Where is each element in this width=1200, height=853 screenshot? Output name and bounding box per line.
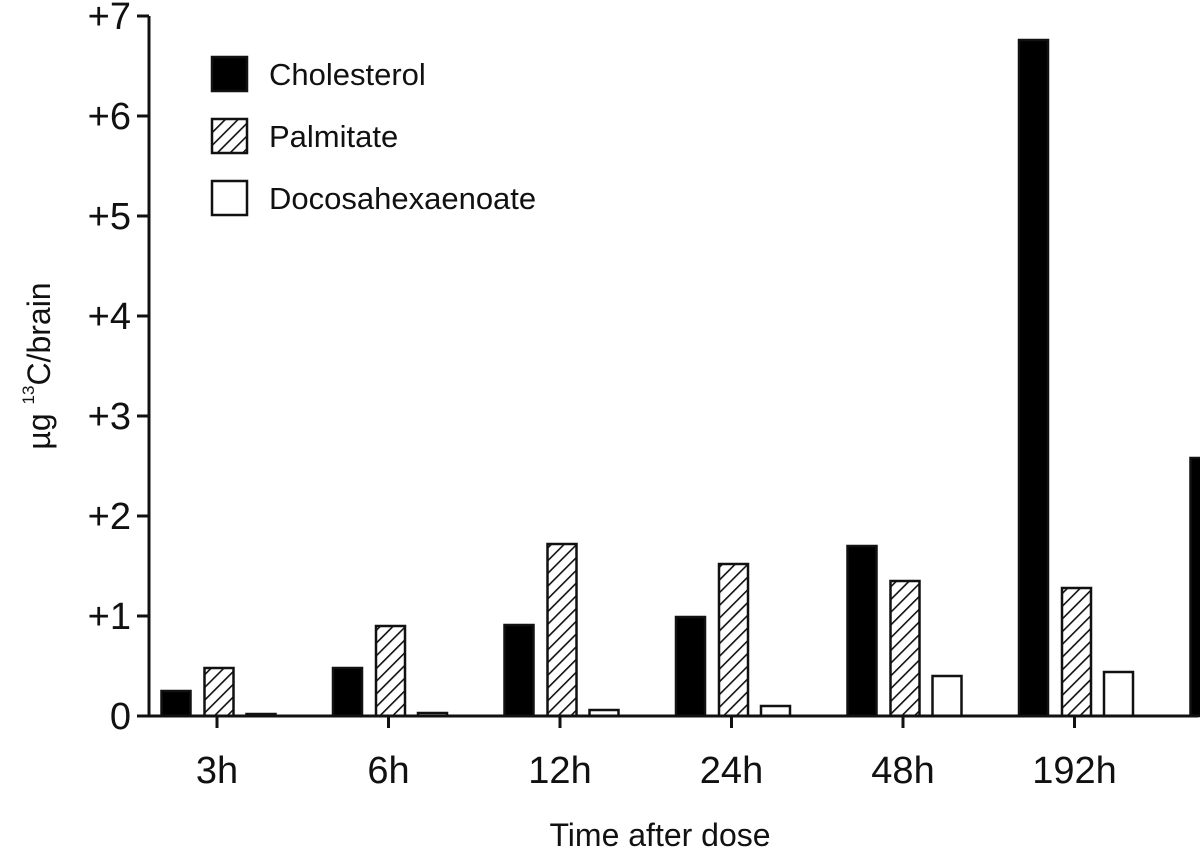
bar-cholesterol-12h <box>503 623 535 718</box>
bar-cholesterol-24h <box>674 615 707 718</box>
bar-cholesterol-192h <box>1017 38 1050 718</box>
y-axis-ticks: 0 +1 +2 +3 +4 +5 +6 +7 <box>88 0 149 738</box>
y-axis-title: µg 13C/brain <box>19 282 57 449</box>
y-tick-label: +7 <box>88 0 131 38</box>
bar-palmitate-48h <box>889 579 921 718</box>
x-axis-title: Time after dose <box>549 817 770 853</box>
legend-label-cholesterol: Cholesterol <box>269 57 426 92</box>
bar-cholesterol-30d <box>1189 456 1200 718</box>
legend-swatch-docosahexaenoate <box>210 179 249 217</box>
x-tick-label: 12h <box>528 750 591 792</box>
y-tick-label: 0 <box>110 696 131 738</box>
y-tick-label: +4 <box>88 296 131 338</box>
legend-label-docosahexaenoate: Docosahexaenoate <box>269 181 536 216</box>
y-tick-label: +3 <box>88 396 131 438</box>
y-tick-label: +6 <box>88 96 131 138</box>
y-axis-title-superscript: 13 <box>19 386 38 405</box>
bar-palmitate-24h <box>717 562 750 718</box>
legend-label-palmitate: Palmitate <box>269 119 398 154</box>
y-axis-title-prefix: µg <box>21 404 57 449</box>
x-tick-label: 24h <box>700 750 763 792</box>
x-tick-label: 48h <box>871 750 934 792</box>
bar-palmitate-12h <box>546 542 578 718</box>
bar-palmitate-192h <box>1060 586 1093 718</box>
x-axis-ticks: 3h6h12h24h48h192h30d <box>196 716 1117 792</box>
legend-swatch-palmitate <box>210 117 249 155</box>
x-tick-label: 3h <box>196 750 238 792</box>
y-axis-title-suffix: C/brain <box>21 282 57 385</box>
bar-docosahexaenoate-48h <box>931 674 963 718</box>
x-tick-label: 6h <box>367 750 409 792</box>
bar-cholesterol-48h <box>846 544 878 718</box>
bar-cholesterol-3h <box>160 689 192 718</box>
legend: Cholesterol Palmitate Docosahexaenoate <box>210 55 536 217</box>
bar-palmitate-6h <box>374 624 407 718</box>
y-tick-label: +5 <box>88 196 131 238</box>
x-tick-label: 192h <box>1032 750 1117 792</box>
y-tick-label: +1 <box>88 596 131 638</box>
legend-swatch-cholesterol <box>210 55 249 93</box>
bar-cholesterol-6h <box>331 666 364 718</box>
bar-docosahexaenoate-192h <box>1102 670 1135 718</box>
bar-palmitate-3h <box>203 666 235 718</box>
y-tick-label: +2 <box>88 496 131 538</box>
